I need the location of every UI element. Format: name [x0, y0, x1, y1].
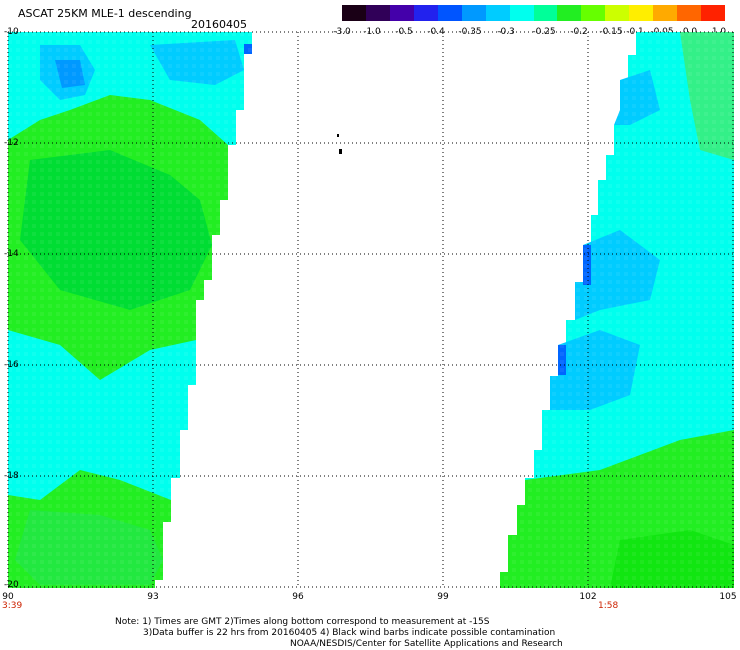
lon-tick-label: 93 — [147, 592, 159, 602]
color-scale-segment — [677, 5, 702, 21]
lat-tick-label: -18 — [4, 471, 19, 481]
note-line-2: 3)Data buffer is 22 hrs from 20160405 4)… — [143, 628, 556, 638]
color-scale-segment — [461, 5, 486, 21]
color-scale-segment — [581, 5, 606, 21]
note-line-3: NOAA/NESDIS/Center for Satellite Applica… — [290, 639, 563, 649]
color-scale-segment — [629, 5, 654, 21]
pixel-texture — [8, 32, 734, 588]
color-scale-segment — [533, 5, 558, 21]
color-scale-segment — [413, 5, 438, 21]
color-scale-segment — [653, 5, 678, 21]
color-scale-segment — [389, 5, 414, 21]
island-marker — [337, 134, 342, 154]
color-scale-segment — [701, 5, 725, 21]
lon-tick-label: 96 — [292, 592, 304, 602]
note-line-1: Note: 1) Times are GMT 2)Times along bot… — [115, 617, 490, 627]
lat-tick-label: -16 — [4, 360, 19, 370]
lon-tick-label: 90 — [2, 592, 14, 602]
color-scale-segment — [557, 5, 582, 21]
lat-tick-label: -14 — [4, 249, 19, 259]
lat-lon-grid — [7, 31, 734, 588]
color-scale-segment — [605, 5, 630, 21]
lon-tick-label: 105 — [719, 592, 737, 602]
lon-tick-label: 102 — [579, 592, 597, 602]
color-scale-segment — [437, 5, 462, 21]
lat-tick-label: -10 — [4, 27, 19, 37]
pass-time-left: 3:39 — [2, 601, 23, 611]
color-scale-segment — [485, 5, 510, 21]
product-date: 20160405 — [191, 18, 247, 31]
color-scale-segment — [509, 5, 534, 21]
color-scale-bar — [342, 5, 725, 21]
lat-tick-label: -20 — [4, 580, 19, 590]
product-title: ASCAT 25KM MLE-1 descending — [18, 7, 192, 20]
color-scale-segment — [365, 5, 390, 21]
lat-tick-label: -12 — [4, 138, 19, 148]
lon-tick-label: 99 — [437, 592, 449, 602]
pass-time-right: 1:58 — [598, 601, 619, 611]
color-scale-segment — [342, 5, 366, 21]
